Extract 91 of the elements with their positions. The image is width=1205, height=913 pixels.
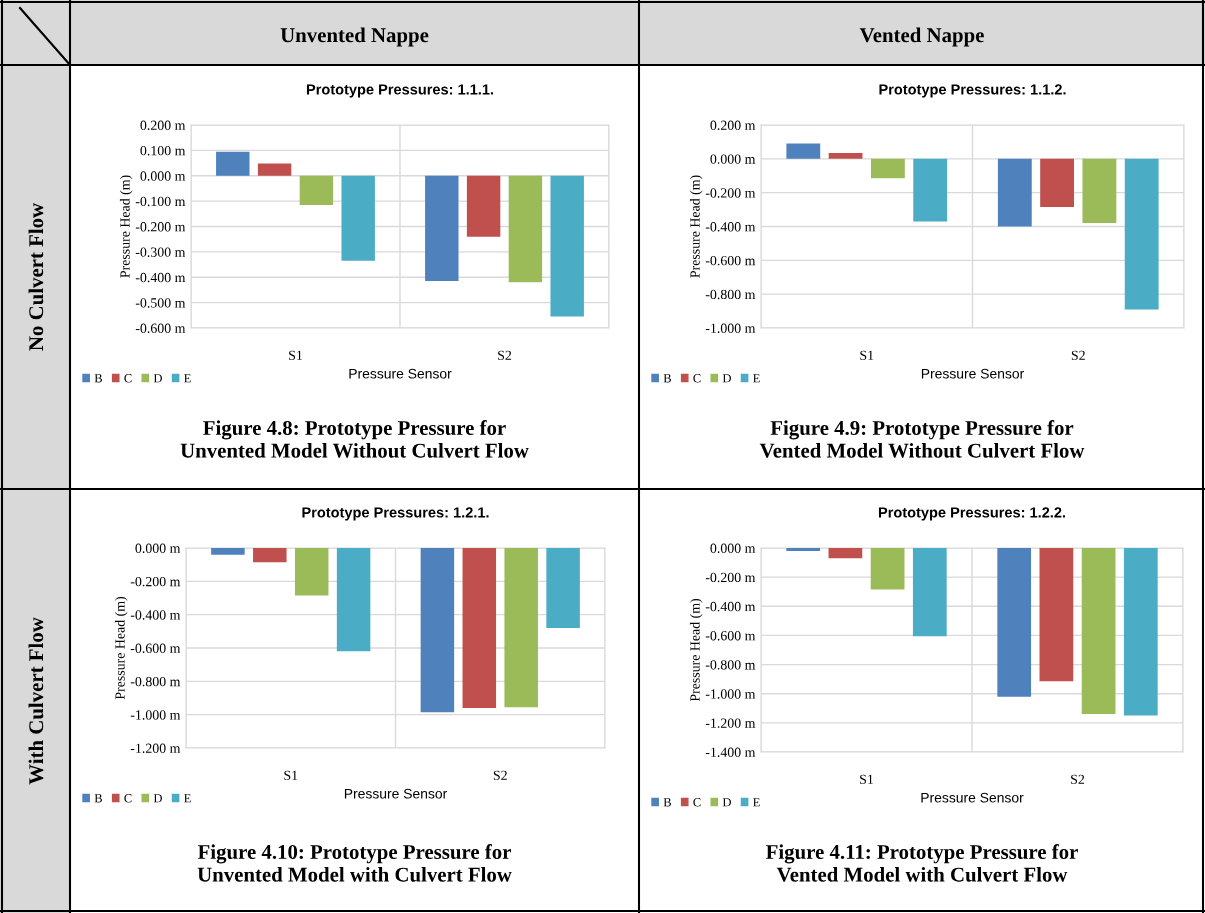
y-tick-label: -0.100 m	[135, 196, 186, 207]
y-tick-label: -0.200 m	[135, 222, 186, 232]
bar	[341, 175, 375, 261]
legend-label: E	[184, 374, 191, 383]
caption: Figure 4.9: Prototype Pressure for Vented Model Without Culvert Flow	[759, 420, 1085, 458]
y-axis-title: Pressure Head (m)	[689, 598, 703, 702]
y-tick-label: -1.400 m	[705, 747, 756, 758]
legend-label: E	[753, 798, 760, 807]
legend-label: B	[663, 374, 671, 383]
y-axis-title: Pressure Head (m)	[689, 175, 703, 278]
chart-title: Prototype Pressures: 1.2.1.	[302, 507, 489, 521]
bar	[997, 158, 1032, 227]
x-axis-title: Pressure Sensor	[921, 368, 1024, 379]
bar	[216, 151, 250, 176]
y-tick-label: -1.200 m	[705, 718, 756, 728]
y-tick-label: 0.000 m	[140, 171, 186, 181]
chart-title: Prototype Pressures: 1.1.2.	[879, 84, 1066, 98]
y-tick-label: -1.000 m	[130, 710, 181, 720]
bar	[550, 175, 584, 317]
text: No Culvert Flow	[28, 203, 44, 351]
y-tick-label: -1.000 m	[705, 323, 756, 334]
y-tick-label: 0.000 m	[135, 543, 181, 554]
y-tick-label: -0.600 m	[135, 323, 186, 334]
y-tick-label: -0.800 m	[130, 676, 181, 687]
x-tick-label: S2	[1071, 774, 1085, 784]
legend-label: C	[693, 374, 701, 383]
y-axis-title: Pressure Head (m)	[114, 596, 128, 700]
x-tick-label: S1	[860, 774, 873, 784]
bar	[1124, 158, 1159, 310]
bar	[786, 143, 821, 159]
legend-label: E	[184, 794, 191, 803]
bar	[828, 152, 863, 159]
bar	[257, 163, 292, 176]
legend-label: D	[722, 798, 731, 807]
bar	[508, 175, 543, 283]
y-tick-label: 0.100 m	[140, 145, 186, 156]
x-tick-label: S2	[498, 350, 512, 360]
x-axis-title: Pressure Sensor	[921, 792, 1024, 803]
y-axis-title: Pressure Head (m)	[119, 175, 133, 278]
y-tick-label: 0.000 m	[710, 154, 756, 164]
legend-label: E	[753, 374, 760, 383]
text: Vented Nappe	[859, 27, 984, 47]
x-axis-title: Pressure Sensor	[344, 788, 447, 799]
y-tick-label: -0.400 m	[705, 222, 756, 232]
bar	[466, 175, 501, 237]
y-tick-label: -0.800 m	[705, 660, 756, 670]
legend-label: D	[153, 794, 162, 803]
x-axis-title: Pressure Sensor	[349, 368, 452, 379]
x-tick-label: S1	[289, 350, 302, 360]
y-tick-label: -0.600 m	[705, 255, 756, 266]
bar	[913, 158, 948, 222]
y-tick-label: -1.200 m	[130, 743, 181, 754]
y-tick-label: -1.000 m	[705, 689, 756, 699]
legend-label: B	[94, 794, 102, 803]
x-tick-label: S2	[1071, 350, 1085, 360]
chart-title: Prototype Pressures: 1.1.1.	[306, 84, 494, 98]
bar	[1040, 158, 1075, 208]
y-tick-label: -0.600 m	[705, 631, 756, 641]
chart-title: Prototype Pressures: 1.2.2.	[878, 507, 1066, 521]
legend-label: C	[693, 798, 701, 807]
x-tick-label: S1	[284, 770, 298, 780]
y-tick-label: -0.400 m	[135, 272, 186, 283]
x-tick-label: S1	[860, 350, 874, 360]
bar	[299, 175, 334, 205]
caption: Figure 4.11: Prototype Pressure for Vented Model with Culvert Flow	[766, 844, 1078, 882]
y-tick-label: -0.500 m	[135, 298, 186, 308]
text: With Culvert Flow	[28, 617, 44, 785]
text: Unvented Nappe	[280, 27, 429, 47]
caption: Figure 4.10: Prototype Pressure for Unvented Model with Culvert Flow	[197, 844, 512, 882]
legend-label: D	[722, 374, 731, 383]
bar	[1082, 158, 1117, 224]
x-tick-label: S2	[493, 770, 507, 780]
caption: Figure 4.8: Prototype Pressure for Unvented Model Without Culvert Flow	[180, 420, 529, 458]
y-tick-label: -0.300 m	[135, 247, 186, 257]
legend-label: D	[153, 374, 162, 383]
y-tick-label: -0.200 m	[130, 576, 181, 587]
bar	[870, 158, 905, 179]
y-tick-label: 0.000 m	[710, 543, 756, 554]
y-tick-label: -0.600 m	[130, 643, 181, 654]
y-tick-label: 0.200 m	[140, 120, 186, 131]
y-tick-label: -0.400 m	[130, 610, 181, 620]
bar	[425, 175, 459, 282]
legend-label: C	[124, 794, 132, 803]
legend-label: B	[94, 374, 102, 383]
y-tick-label: -0.400 m	[705, 601, 756, 612]
y-tick-label: -0.200 m	[705, 188, 756, 198]
y-tick-label: 0.200 m	[710, 120, 756, 131]
y-tick-label: -0.800 m	[705, 289, 756, 300]
legend-label: C	[124, 374, 132, 383]
y-tick-label: -0.200 m	[705, 572, 756, 583]
legend-label: B	[663, 798, 671, 807]
